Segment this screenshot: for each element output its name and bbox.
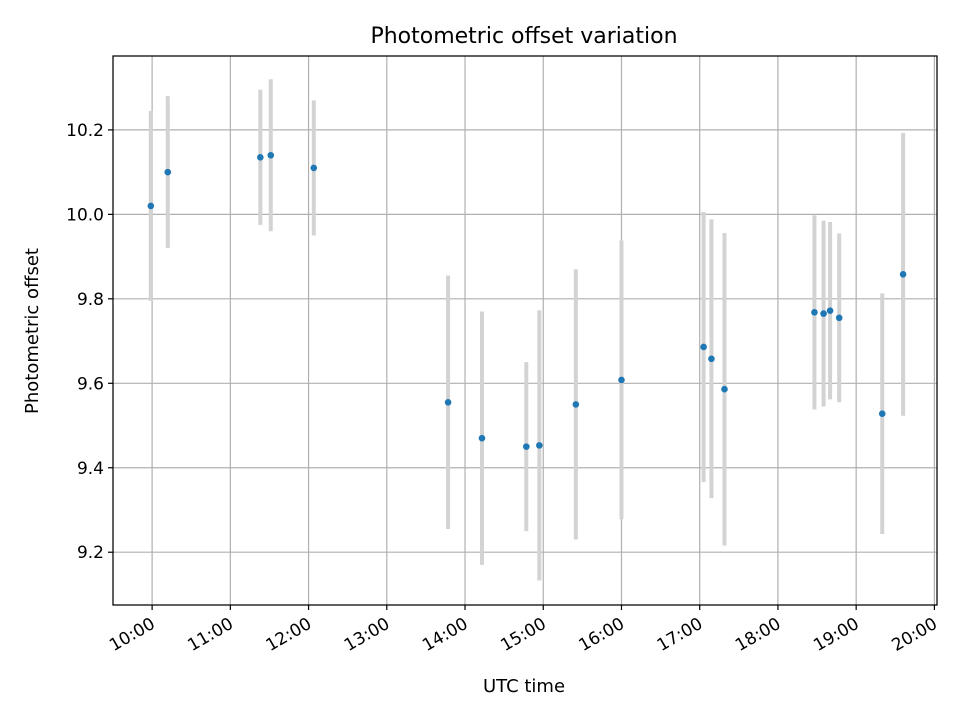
y-tick-label: 10.2	[66, 121, 104, 141]
data-point	[147, 202, 155, 210]
y-tick-label: 9.4	[77, 459, 104, 479]
data-point	[267, 151, 275, 159]
data-point	[478, 434, 486, 442]
data-point	[899, 271, 907, 278]
x-axis-label: UTC time	[483, 676, 565, 697]
data-point	[708, 355, 715, 363]
data-point	[523, 443, 530, 450]
data-point	[444, 398, 452, 406]
y-tick-label: 9.8	[77, 290, 104, 310]
y-tick-label: 10.0	[66, 205, 104, 225]
data-point	[618, 376, 625, 384]
plot-area-frame	[112, 55, 938, 606]
y-tick-label: 9.2	[77, 543, 104, 563]
data-point	[536, 442, 543, 449]
data-point	[700, 343, 707, 351]
data-point	[310, 164, 318, 172]
data-point	[721, 385, 728, 393]
y-tick-label: 9.6	[77, 374, 104, 394]
data-point	[257, 154, 264, 161]
data-point	[820, 310, 827, 317]
data-point	[835, 314, 843, 322]
chart-title: Photometric offset variation	[370, 24, 677, 49]
data-points	[147, 151, 907, 450]
y-axis-label: Photometric offset	[22, 248, 43, 414]
data-point	[164, 168, 172, 176]
data-point	[878, 410, 886, 417]
data-point	[826, 307, 834, 314]
data-point	[572, 401, 580, 408]
data-point	[811, 309, 818, 316]
